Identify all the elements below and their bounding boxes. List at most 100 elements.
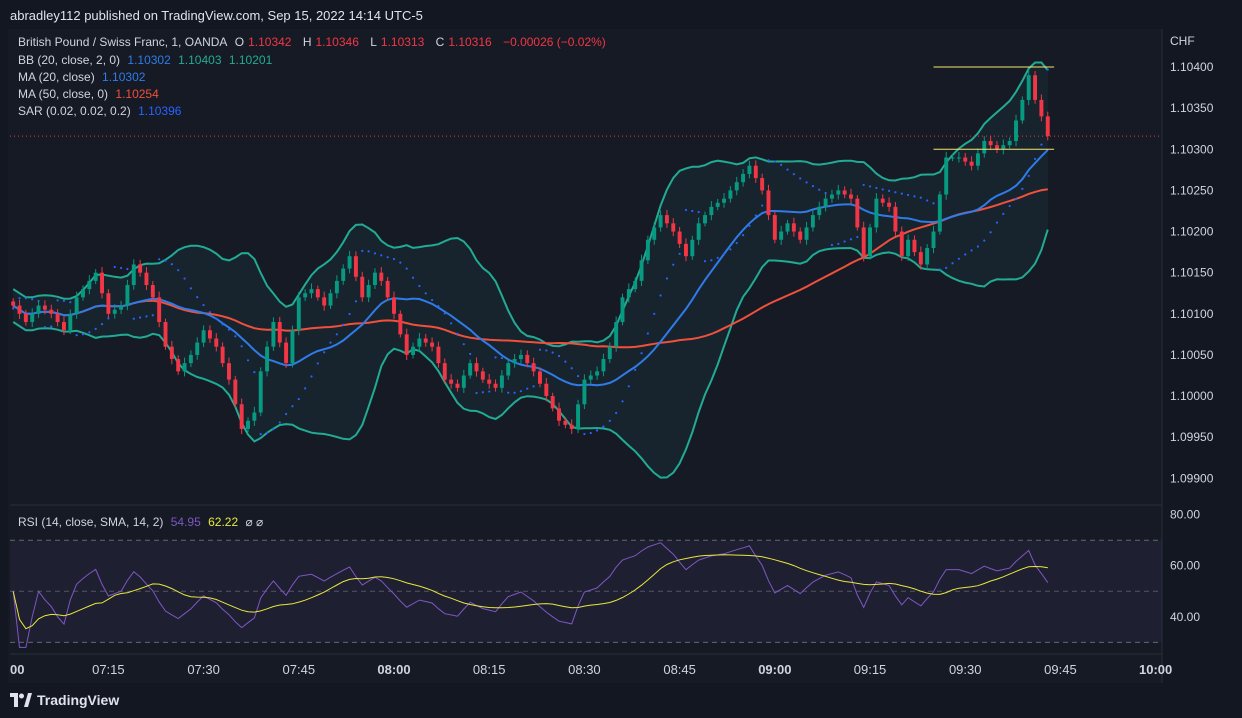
candle-body: [671, 223, 676, 232]
price-tick-label: 1.10350: [1170, 101, 1214, 115]
candle-body: [925, 247, 930, 265]
time-tick-label: 07:30: [187, 662, 220, 677]
sar-dot: [151, 314, 154, 317]
sar-dot: [589, 431, 592, 435]
candle-body: [614, 322, 619, 347]
sar-dot: [507, 391, 510, 394]
sar-dot: [672, 263, 675, 266]
sar-dot: [735, 241, 738, 245]
sar-dot: [989, 231, 992, 234]
sar-dot: [856, 235, 859, 239]
candle-body: [772, 215, 777, 240]
sar-dot: [564, 360, 567, 363]
sar-dot: [983, 239, 986, 242]
candle-body: [1007, 141, 1012, 146]
candle-body: [341, 268, 346, 281]
rsi-extra: ⌀ ⌀: [245, 515, 264, 529]
sar-dot: [881, 188, 884, 191]
candle-body: [150, 285, 155, 298]
candle-body: [144, 272, 149, 286]
candle-body: [1014, 120, 1018, 142]
sar-dot: [132, 317, 135, 320]
sar-dot: [1046, 68, 1049, 71]
candle-body: [518, 354, 523, 360]
candle-body: [703, 215, 707, 224]
candle-body: [760, 178, 765, 191]
legend-ma50[interactable]: MA (50, close, 0) 1.10254: [18, 87, 163, 101]
legend-bb[interactable]: BB (20, close, 2, 0) 1.10302 1.10403 1.1…: [18, 53, 276, 67]
sar-dot: [462, 343, 465, 346]
sar-dot: [792, 173, 795, 176]
legend-rsi[interactable]: RSI (14, close, SMA, 14, 2) 54.95 62.22 …: [18, 515, 267, 529]
candle-body: [499, 375, 504, 388]
sar-dot: [945, 266, 948, 270]
sar-dot: [361, 249, 364, 252]
sar-dot: [145, 315, 148, 318]
sar-dot: [43, 325, 47, 329]
sar-dot: [887, 189, 891, 192]
rsi-ma-value: 62.22: [208, 515, 239, 529]
candle-body: [385, 280, 390, 298]
price-tick-label: 1.09950: [1170, 430, 1214, 444]
candle-body: [544, 383, 549, 397]
sar-dot: [754, 214, 757, 217]
symbol-title[interactable]: British Pound / Swiss Franc, 1, OANDA: [18, 35, 228, 49]
candle-body: [392, 297, 396, 314]
sar-dot: [634, 368, 637, 371]
candle-body: [138, 264, 143, 273]
candle-body: [645, 239, 650, 261]
candle-body: [157, 297, 162, 323]
sar-dot: [1027, 174, 1030, 178]
candle-body: [969, 161, 974, 166]
sar-dot: [170, 263, 173, 266]
tradingview-logo[interactable]: TradingView: [10, 692, 119, 708]
candle-body: [398, 313, 403, 335]
candle-body: [246, 420, 250, 429]
candle-body: [423, 338, 428, 343]
candle-body: [131, 264, 136, 286]
rsi-value: 54.95: [170, 515, 201, 529]
time-tick-label: 08:15: [473, 662, 506, 677]
candle-body: [474, 363, 479, 372]
sar-dot: [583, 432, 586, 436]
sar-dot: [494, 356, 497, 359]
candle-body: [975, 153, 980, 166]
sar-dot: [697, 210, 700, 214]
sar-dot: [348, 312, 351, 316]
time-tick-label: 09:00: [758, 662, 791, 677]
sar-dot: [469, 352, 472, 356]
sar-dot: [545, 349, 548, 352]
candle-body: [550, 396, 555, 409]
candle-body: [163, 322, 168, 347]
sar-dot: [570, 367, 573, 370]
price-tick-label: 1.10300: [1170, 142, 1214, 156]
sar-dot: [75, 334, 78, 337]
sar-dot: [665, 277, 669, 280]
candle-body: [309, 289, 314, 294]
legend-ma20[interactable]: MA (20, close) 1.10302: [18, 70, 149, 84]
candle-body: [42, 305, 47, 310]
candle-body: [887, 202, 892, 207]
candle-body: [683, 243, 688, 257]
sar-dot: [189, 287, 192, 290]
candle-body: [753, 165, 758, 179]
sar-dot: [246, 359, 250, 362]
price-tick-label: 1.10100: [1170, 307, 1214, 321]
sar-label: SAR (0.02, 0.02, 0.2): [18, 104, 131, 118]
candle-body: [436, 346, 441, 364]
sar-dot: [221, 323, 224, 326]
sar-dot: [843, 240, 846, 243]
sar-dot: [253, 371, 256, 374]
candle-body: [766, 190, 771, 216]
sar-dot: [907, 193, 910, 197]
candle-body: [639, 260, 644, 281]
candle-body: [106, 293, 111, 314]
high-value: 1.10346: [315, 35, 359, 49]
currency-label: CHF: [1170, 34, 1195, 48]
legend-sar[interactable]: SAR (0.02, 0.02, 0.2) 1.10396: [18, 104, 185, 118]
candle-body: [480, 371, 485, 380]
sar-dot: [621, 400, 624, 403]
sar-dot: [405, 267, 408, 270]
candle-body: [557, 408, 561, 421]
